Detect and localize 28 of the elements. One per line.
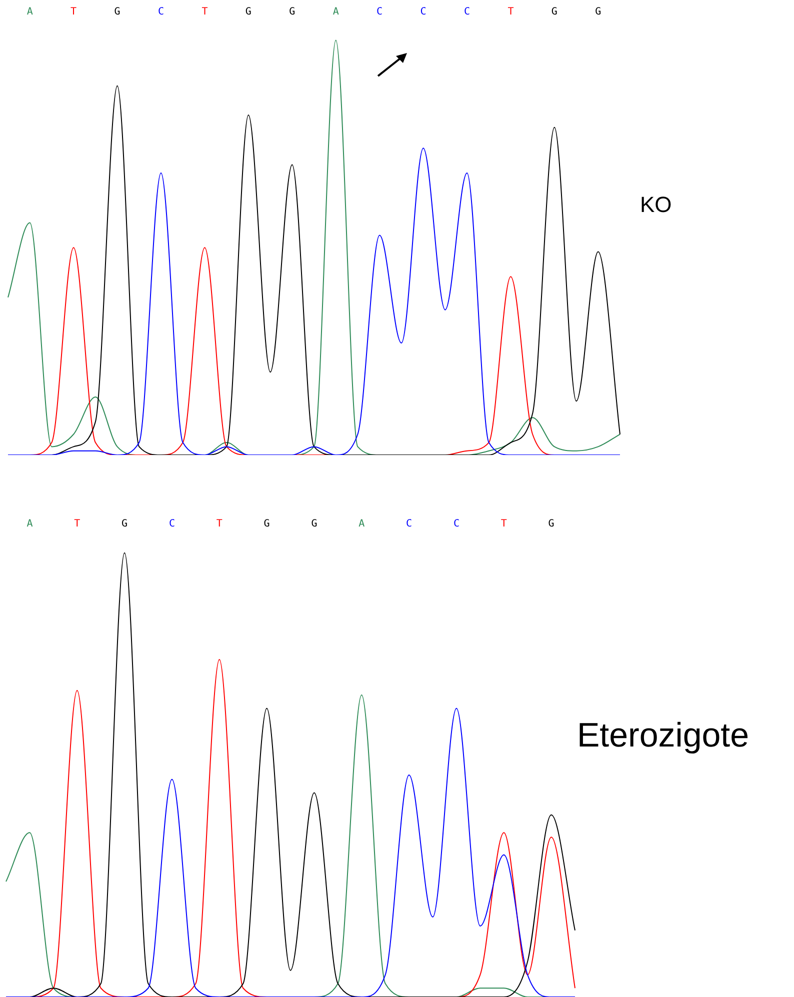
x-tick-label: G [264,518,270,530]
x-tick-label: C [453,518,460,530]
x-tick-label: G [245,6,252,18]
x-tick-label: C [406,518,412,530]
x-tick-label: C [420,6,426,18]
x-tick-label: G [595,6,602,18]
x-tick-label: A [358,518,365,530]
x-tick-label: G [289,6,296,18]
x-tick-label: A [332,6,339,18]
x-tick-label: G [114,6,120,18]
x-tick-label: T [216,518,222,530]
x-tick-label: A [26,518,33,530]
x-tick-label: G [548,518,554,530]
x-tick-label: C [464,6,470,18]
x-tick-label: G [551,6,558,18]
x-tick-label: G [122,518,128,530]
x-tick-label: T [74,518,80,530]
x-tick-label: T [508,6,514,18]
text: KO [640,192,672,218]
x-tick-label: G [311,518,318,530]
x-tick-label: C [376,6,383,18]
x-tick-label: T [202,6,208,18]
x-tick-label: C [168,518,175,530]
text: Eterozigote [577,716,749,754]
x-tick-label: A [26,6,33,18]
x-tick-label: T [70,6,77,18]
x-tick-label: C [158,6,164,18]
x-tick-label: T [500,518,507,530]
